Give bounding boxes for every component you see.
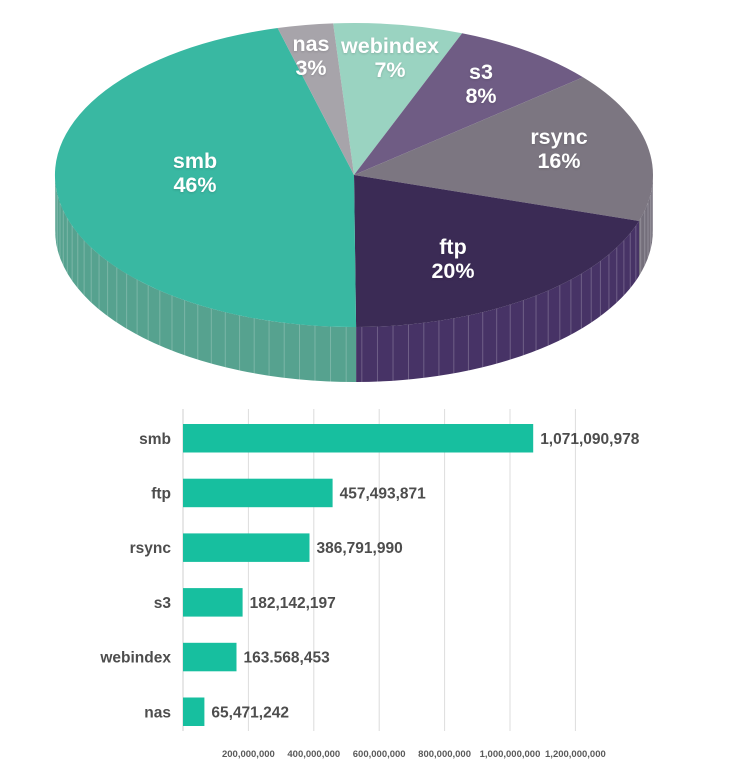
bar-chart: smb 1,071,090,978 ftp 457,493,871 rsync 386,7… — [99, 409, 640, 760]
x-axis-tick-label: 600,000,000 — [353, 749, 406, 760]
bar-category-label-smb: smb — [139, 431, 171, 448]
pie-slice-nas[interactable] — [277, 23, 354, 176]
bar-ftp[interactable] — [183, 478, 333, 508]
bar-value-label-nas: 65,471,242 — [211, 704, 289, 721]
bar-value-label-webindex: 163.568,453 — [244, 650, 331, 667]
pie-slice-name-nas: nas — [292, 32, 329, 56]
pie-slice-rsync[interactable] — [354, 77, 653, 221]
x-axis-tick-label: 400,000,000 — [287, 749, 340, 760]
x-axis-tick-label: 800,000,000 — [418, 749, 471, 760]
bar-nas[interactable] — [183, 697, 205, 727]
bar-category-label-nas: nas — [144, 704, 171, 721]
pie-slice-pct-ftp: 20% — [431, 259, 474, 283]
pie-chart-figure: webindex 7% s3 8% rsync 16% ftp 20% smb 46% nas 3% — [54, 23, 654, 383]
bar-value-label-s3: 182,142,197 — [250, 595, 336, 612]
bar-value-label-rsync: 386,791,990 — [317, 540, 403, 557]
pie-slice-pct-rsync: 16% — [537, 149, 580, 173]
pie-slice-pct-nas: 3% — [295, 56, 326, 80]
pie-slice-ftp[interactable] — [354, 175, 639, 327]
pie-slice-webindex[interactable] — [333, 23, 463, 175]
bar-smb[interactable] — [183, 424, 534, 453]
bar-category-label-webindex: webindex — [99, 650, 171, 667]
pie-slice-side-rsync[interactable] — [639, 175, 653, 276]
pie-slice-name-s3: s3 — [469, 60, 493, 84]
bar-chart-figure: smb 1,071,090,978 ftp 457,493,871 rsync 386,7… — [0, 400, 739, 779]
bar-value-label-ftp: 457,493,871 — [340, 486, 427, 503]
pie-slice-pct-s3: 8% — [465, 84, 496, 108]
bar-webindex[interactable] — [183, 642, 237, 672]
bar-category-label-rsync: rsync — [130, 540, 172, 557]
x-axis-tick-label: 1,200,000,000 — [545, 749, 606, 760]
x-axis-tick-label: 200,000,000 — [222, 749, 275, 760]
bar-rsync[interactable] — [183, 533, 310, 562]
pie-slice-smb[interactable] — [54, 28, 357, 328]
pie-slice-side-smb[interactable] — [55, 175, 357, 383]
pie-slice-name-webindex: webindex — [340, 34, 439, 58]
bar-s3[interactable] — [183, 588, 243, 617]
bar-category-label-ftp: ftp — [151, 486, 171, 503]
bar-category-label-s3: s3 — [154, 595, 172, 612]
x-axis-tick-label: 1,000,000,000 — [480, 749, 541, 760]
pie-slice-side-ftp[interactable] — [356, 220, 639, 382]
pie-slice-s3[interactable] — [354, 33, 584, 175]
pie-slice-pct-webindex: 7% — [374, 58, 405, 82]
pie-slice-name-smb: smb — [173, 149, 217, 173]
pie-slice-name-rsync: rsync — [530, 125, 587, 149]
pie-slice-name-ftp: ftp — [439, 235, 466, 259]
bar-value-label-smb: 1,071,090,978 — [540, 431, 640, 448]
pie-slice-pct-smb: 46% — [173, 173, 216, 197]
